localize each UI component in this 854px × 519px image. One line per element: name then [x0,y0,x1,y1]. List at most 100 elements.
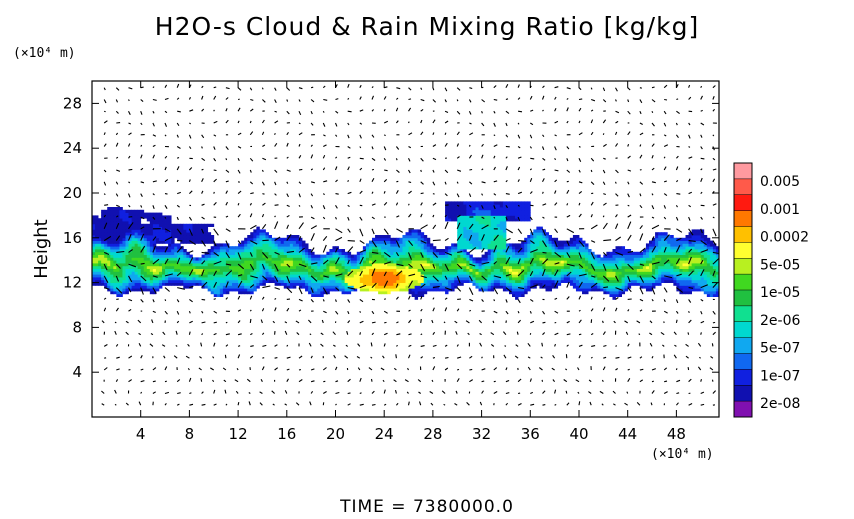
field-cell [116,235,120,239]
field-cell [107,249,111,253]
field-cell [289,237,294,241]
wind-vector [615,275,619,282]
field-cell [405,277,409,281]
field-cell [569,243,574,247]
field-cell [183,285,187,289]
field-cell [481,237,486,241]
field-cell [548,277,552,281]
field-cell [472,240,476,244]
field-cell [585,285,589,289]
field-cell [131,263,136,267]
wind-vector [676,392,680,395]
field-cell [134,212,139,216]
field-cell [92,254,96,258]
field-cell [484,223,489,227]
wind-vector [432,356,436,359]
field-cell [505,271,510,275]
field-cell [393,254,397,258]
field-cell [119,257,123,261]
field-cell [238,243,242,247]
field-cell [560,265,565,269]
field-cell [119,232,123,236]
field-cell [615,257,619,261]
field-cell [350,257,355,261]
wind-vector [115,287,123,294]
field-cell [633,257,638,261]
field-cell [92,268,96,272]
field-cell [652,265,656,269]
field-cell [408,229,412,233]
field-cell [320,254,324,258]
wind-vector [322,299,325,302]
field-cell [372,277,376,281]
field-cell [451,243,455,247]
field-cell [445,218,449,222]
wind-vector [599,390,604,394]
field-cell [420,279,425,283]
field-cell [493,282,498,286]
field-cell [475,263,479,267]
field-cell [487,235,492,239]
wind-vector [517,378,522,383]
field-cell [95,246,99,250]
wind-vector [224,389,227,394]
wind-vector [466,402,470,406]
field-cell [347,254,352,258]
field-cell [125,212,129,216]
wind-vector [663,247,667,253]
field-cell [372,254,376,258]
field-cell [515,271,519,275]
field-cell [262,260,266,264]
field-cell [697,257,702,261]
field-cell [110,265,114,269]
field-cell [682,277,686,281]
field-cell [603,271,607,275]
field-cell [365,263,370,267]
field-cell [149,246,154,250]
field-cell [691,243,696,247]
field-cell [393,237,397,241]
field-cell [597,268,601,272]
field-cell [703,246,708,250]
wind-vector [213,260,222,265]
field-cell [521,243,525,247]
field-cell [451,246,455,250]
field-cell [402,257,406,261]
field-cell [146,271,151,275]
field-cell [645,263,650,267]
field-cell [162,215,166,219]
field-cell [247,243,251,247]
field-cell [682,291,686,295]
field-cell [414,271,419,275]
field-cell [362,271,367,275]
wind-vector [454,403,458,406]
field-cell [134,215,139,219]
field-cell [262,246,266,250]
field-cell [256,235,260,239]
field-cell [323,291,327,295]
wind-vector [639,263,645,266]
field-cell [183,277,187,281]
field-cell [411,291,416,295]
field-cell [542,254,546,258]
field-cell [572,260,577,264]
field-cell [600,260,604,264]
field-cell [268,265,272,269]
wind-vector [530,403,535,406]
field-cell [335,263,339,267]
wind-vector [149,343,154,347]
field-cell [603,263,607,267]
field-cell [365,257,370,261]
field-cell [344,285,349,289]
field-cell [122,223,126,227]
field-cell [390,257,394,261]
field-cell [146,260,151,264]
wind-vector [103,307,107,312]
field-cell [694,257,699,261]
x-axis-unit: (×10⁴ m) [651,447,714,462]
field-cell [311,263,315,267]
field-cell [624,249,629,253]
field-cell [244,237,248,241]
wind-vector [565,390,568,394]
field-cell [259,249,263,253]
